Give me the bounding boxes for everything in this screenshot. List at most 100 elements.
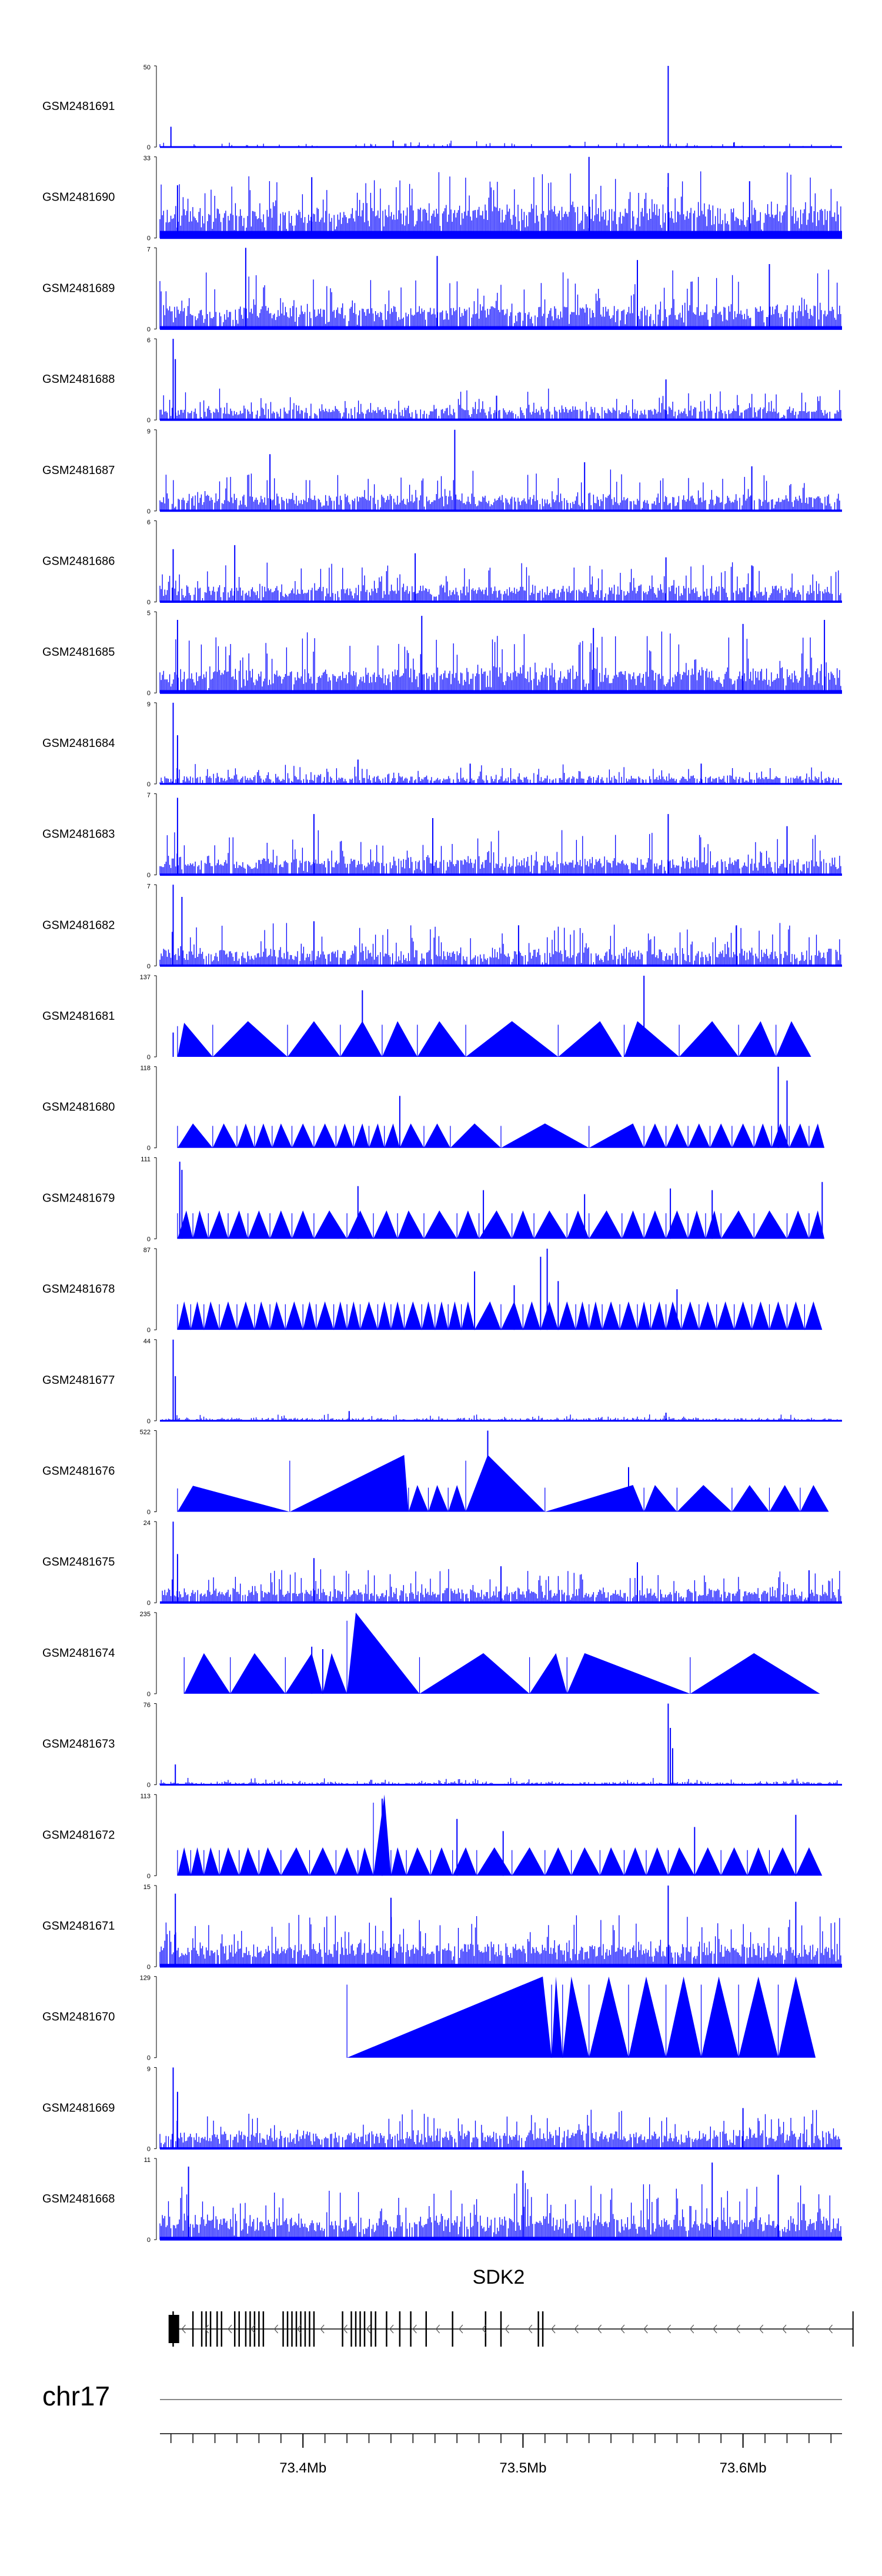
y-axis-max-label: 137: [140, 974, 151, 981]
coverage-triangle: [576, 1301, 589, 1330]
strand-arrow: [551, 2324, 556, 2334]
coverage-triangle: [193, 1210, 209, 1239]
coverage-triangle: [544, 1485, 644, 1512]
coverage-peaks: [172, 1339, 667, 1421]
coverage-peaks: [176, 798, 788, 875]
strand-arrow: [805, 2324, 810, 2334]
coverage-triangle: [419, 1653, 530, 1694]
track-GSM2481690: GSM2481690 33 0: [42, 155, 842, 242]
coverage-triangle: [333, 1301, 348, 1330]
coverage-triangle: [466, 1454, 545, 1512]
y-axis-zero-label: 0: [147, 326, 151, 333]
coverage-triangle: [191, 1847, 204, 1876]
track-label: GSM2481688: [42, 373, 115, 386]
y-axis-max-label: 235: [140, 1611, 151, 1618]
coverage-triangle: [808, 1123, 825, 1148]
coverage-peaks: [175, 1703, 673, 1785]
coverage-triangle: [430, 1847, 453, 1876]
coverage-triangle: [448, 1301, 462, 1330]
coverage-triangle: [177, 1486, 290, 1512]
coverage-triangle: [706, 1210, 721, 1239]
coverage-triangle: [589, 1976, 629, 2058]
track-label: GSM2481670: [42, 2011, 115, 2024]
coverage-triangle: [479, 1210, 512, 1239]
coverage-bars: [159, 2110, 840, 2149]
coverage-triangle: [347, 1976, 552, 2058]
coverage-triangle: [800, 1485, 829, 1512]
strand-arrow: [643, 2324, 648, 2334]
coverage-triangle: [677, 1485, 732, 1512]
strand-arrow: [666, 2324, 671, 2334]
track-GSM2481688: GSM2481688 6 0: [42, 337, 842, 424]
coverage-peaks: [172, 976, 645, 1057]
y-axis-max-label: 111: [141, 1156, 151, 1163]
coverage-triangle: [288, 1021, 340, 1057]
coverage-triangle: [637, 1301, 651, 1330]
coverage-triangle: [285, 1653, 323, 1694]
coverage-triangle: [694, 1847, 721, 1876]
coverage-triangle: [679, 1021, 739, 1057]
coverage-triangle: [699, 1301, 717, 1330]
strand-arrow: [828, 2324, 833, 2334]
strand-arrow: [297, 2324, 302, 2334]
coverage-baseline-fill: [160, 2237, 842, 2240]
y-axis-max-label: 87: [143, 1247, 151, 1254]
coverage-peaks: [245, 248, 770, 329]
track-label: GSM2481678: [42, 1283, 115, 1296]
coverage-triangle: [771, 1123, 790, 1148]
y-axis-max-label: 11: [144, 2157, 151, 2164]
coverage-triangle: [336, 1123, 354, 1148]
coverage-triangle: [360, 1301, 378, 1330]
coverage-triangle: [406, 1847, 431, 1876]
track-label: GSM2481682: [42, 919, 115, 932]
track-GSM2481675: GSM2481675 24 0: [42, 1520, 842, 1607]
strand-arrow: [759, 2324, 764, 2334]
track-label: GSM2481684: [42, 737, 115, 750]
y-axis-zero-label: 0: [147, 2237, 151, 2244]
y-axis-zero-label: 0: [147, 1054, 151, 1061]
track-label: GSM2481679: [42, 1192, 115, 1204]
y-axis-zero-label: 0: [147, 963, 151, 970]
y-axis-zero-label: 0: [147, 2055, 151, 2062]
coverage-triangle: [390, 1301, 405, 1330]
coverage-triangle: [769, 1485, 800, 1512]
track-GSM2481687: GSM2481687 9 0: [42, 428, 842, 515]
coverage-triangle: [804, 1301, 823, 1330]
y-axis-zero-label: 0: [147, 599, 151, 606]
y-axis-zero-label: 0: [147, 508, 151, 515]
track-GSM2481676: GSM2481676 522 0: [42, 1429, 829, 1516]
coverage-triangle: [347, 1210, 373, 1239]
coverage-bars: [159, 764, 839, 784]
strand-arrow: [366, 2324, 371, 2334]
strand-arrow: [412, 2324, 417, 2334]
coverage-triangle: [289, 1454, 409, 1512]
y-axis-max-label: 118: [140, 1065, 151, 1072]
y-axis-max-label: 522: [140, 1429, 151, 1436]
coverage-triangle: [769, 1847, 796, 1876]
coverage-peaks: [179, 1162, 823, 1239]
y-axis-zero-label: 0: [147, 1418, 151, 1425]
y-axis-zero-label: 0: [147, 1782, 151, 1789]
coverage-triangle: [203, 1301, 219, 1330]
coverage-triangle: [512, 1847, 545, 1876]
track-GSM2481679: GSM2481679 111 0: [42, 1156, 825, 1243]
coverage-triangle: [602, 1301, 620, 1330]
strand-arrow: [181, 2324, 186, 2334]
coverage-triangle: [303, 1301, 316, 1330]
coverage-triangle: [313, 1123, 336, 1148]
coverage-bars: [159, 141, 832, 147]
coverage-triangle: [644, 1485, 677, 1512]
coverage-triangle: [668, 1847, 695, 1876]
coverage-triangle: [272, 1123, 292, 1148]
coverage-triangle: [776, 1021, 811, 1057]
track-GSM2481685: GSM2481685 5 0: [42, 610, 842, 697]
coverage-triangle: [721, 1210, 754, 1239]
coverage-triangle: [466, 1021, 559, 1057]
coverage-triangle: [558, 1301, 576, 1330]
coverage-triangle: [212, 1021, 288, 1057]
track-label: GSM2481690: [42, 191, 115, 204]
strand-arrow: [527, 2324, 533, 2334]
y-axis-max-label: 33: [143, 155, 151, 162]
coverage-peaks: [188, 2163, 779, 2240]
y-axis-max-label: 129: [140, 1975, 151, 1982]
